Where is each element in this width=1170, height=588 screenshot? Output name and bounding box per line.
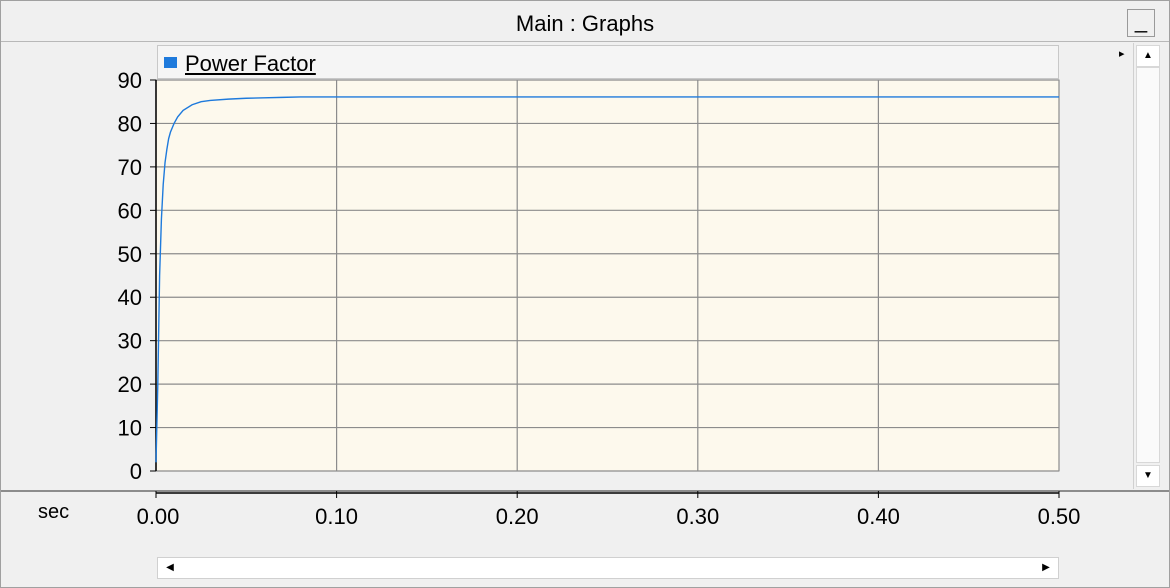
y-tick-label: 0: [130, 459, 142, 484]
legend: Power Factor: [157, 45, 1059, 79]
title-bar: Main : Graphs _: [1, 1, 1169, 42]
legend-swatch-power-factor: [164, 57, 177, 68]
series-line-power-factor: [155, 96, 1059, 463]
scroll-up-icon[interactable]: ▲: [1136, 45, 1160, 67]
x-tick-label: 0.50: [1038, 504, 1081, 529]
x-tick-label: 0.20: [496, 504, 539, 529]
axes: [155, 80, 1059, 494]
y-tick-label: 10: [118, 416, 142, 441]
y-tick-label: 60: [118, 198, 142, 223]
y-axis-ticks: 0 10 20 30 40 50 60 70 80 90: [118, 68, 156, 484]
y-tick-label: 50: [118, 242, 142, 267]
vertical-scroll-thumb[interactable]: [1136, 67, 1160, 463]
y-tick-label: 70: [118, 155, 142, 180]
horizontal-scrollbar[interactable]: ◀ ▶: [157, 557, 1059, 579]
y-tick-label: 40: [118, 285, 142, 310]
axis-separator: [1, 490, 1169, 492]
x-tick-label: 0.00: [137, 504, 180, 529]
x-tick-label: 0.40: [857, 504, 900, 529]
scroll-right-icon[interactable]: ▶: [1042, 562, 1050, 573]
y-tick-label: 30: [118, 329, 142, 354]
grid: [155, 79, 1060, 472]
x-tick-label: 0.30: [676, 504, 719, 529]
plot-area: [155, 79, 1060, 472]
minimize-button[interactable]: _: [1127, 9, 1155, 37]
x-axis-unit: sec: [38, 501, 69, 523]
expand-arrow-icon[interactable]: ▸: [1119, 48, 1125, 60]
y-tick-label: 20: [118, 372, 142, 397]
y-tick-label: 90: [118, 68, 142, 93]
scroll-left-icon[interactable]: ◀: [166, 562, 174, 573]
vertical-scrollbar[interactable]: ▲ ▼: [1133, 43, 1161, 489]
y-tick-label: 80: [118, 111, 142, 136]
window-title: Main : Graphs: [515, 11, 655, 36]
x-axis-ticks: 0.00 0.10 0.20 0.30 0.40 0.50: [137, 491, 1081, 529]
legend-label-power-factor[interactable]: Power Factor: [185, 51, 316, 76]
x-tick-label: 0.10: [315, 504, 358, 529]
scroll-down-icon[interactable]: ▼: [1136, 465, 1160, 487]
